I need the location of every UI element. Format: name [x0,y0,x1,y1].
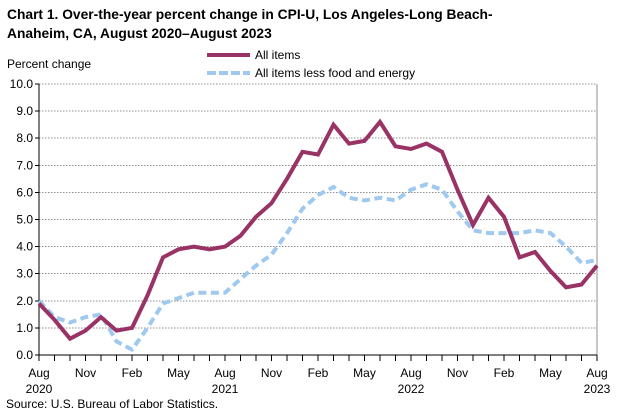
chart-title-line1: Chart 1. Over-the-year percent change in… [7,7,493,22]
y-tick-label: 4.0 [16,240,33,254]
x-tick-label: May [539,366,562,380]
y-tick-label: 3.0 [16,267,33,281]
all-items-less-food-energy-line [37,182,598,353]
x-tick-label: Aug [400,366,421,380]
x-tick-label: Aug [586,366,607,380]
chart-title: Chart 1. Over-the-year percent change in… [7,5,619,43]
x-tick-label: Nov [261,366,282,380]
source-note: Source: U.S. Bureau of Labor Statistics. [6,397,219,411]
x-year-label: 2023 [584,382,611,396]
x-tick-label: May [167,366,190,380]
y-tick-label: 7.0 [16,158,33,172]
x-tick-label: Feb [494,366,515,380]
y-tick-label: 2.0 [16,294,33,308]
y-tick-label: 5.0 [16,213,33,227]
all-items-line-swatch [207,53,250,57]
x-tick-label: Feb [308,366,329,380]
legend-item-all-items: All items [207,46,415,64]
y-axis-title: Percent change [7,57,92,71]
x-year-label: 2020 [26,382,53,396]
core-line-swatch [207,71,250,75]
x-tick-label: Aug [214,366,235,380]
y-tick-label: 0.0 [16,348,33,362]
legend-item-core: All items less food and energy [207,64,415,82]
x-year-label: 2021 [212,382,239,396]
y-tick-label: 8.0 [16,131,33,145]
x-tick-label: Nov [75,366,96,380]
y-tick-label: 1.0 [16,321,33,335]
legend-label-all-items: All items [255,48,301,62]
chart-title-line2: Anaheim, CA, August 2020–August 2023 [7,26,272,41]
y-tick-label: 6.0 [16,185,33,199]
x-tick-label: Nov [447,366,468,380]
y-tick-label: 9.0 [16,104,33,118]
legend: All items All items less food and energy [207,46,415,82]
y-tick-label: 10.0 [10,77,34,91]
all-items-line [37,118,599,342]
x-tick-label: Feb [122,366,143,380]
x-tick-label: Aug [28,366,49,380]
x-tick-label: May [353,366,376,380]
legend-label-core: All items less food and energy [255,66,416,80]
x-year-label: 2022 [398,382,425,396]
